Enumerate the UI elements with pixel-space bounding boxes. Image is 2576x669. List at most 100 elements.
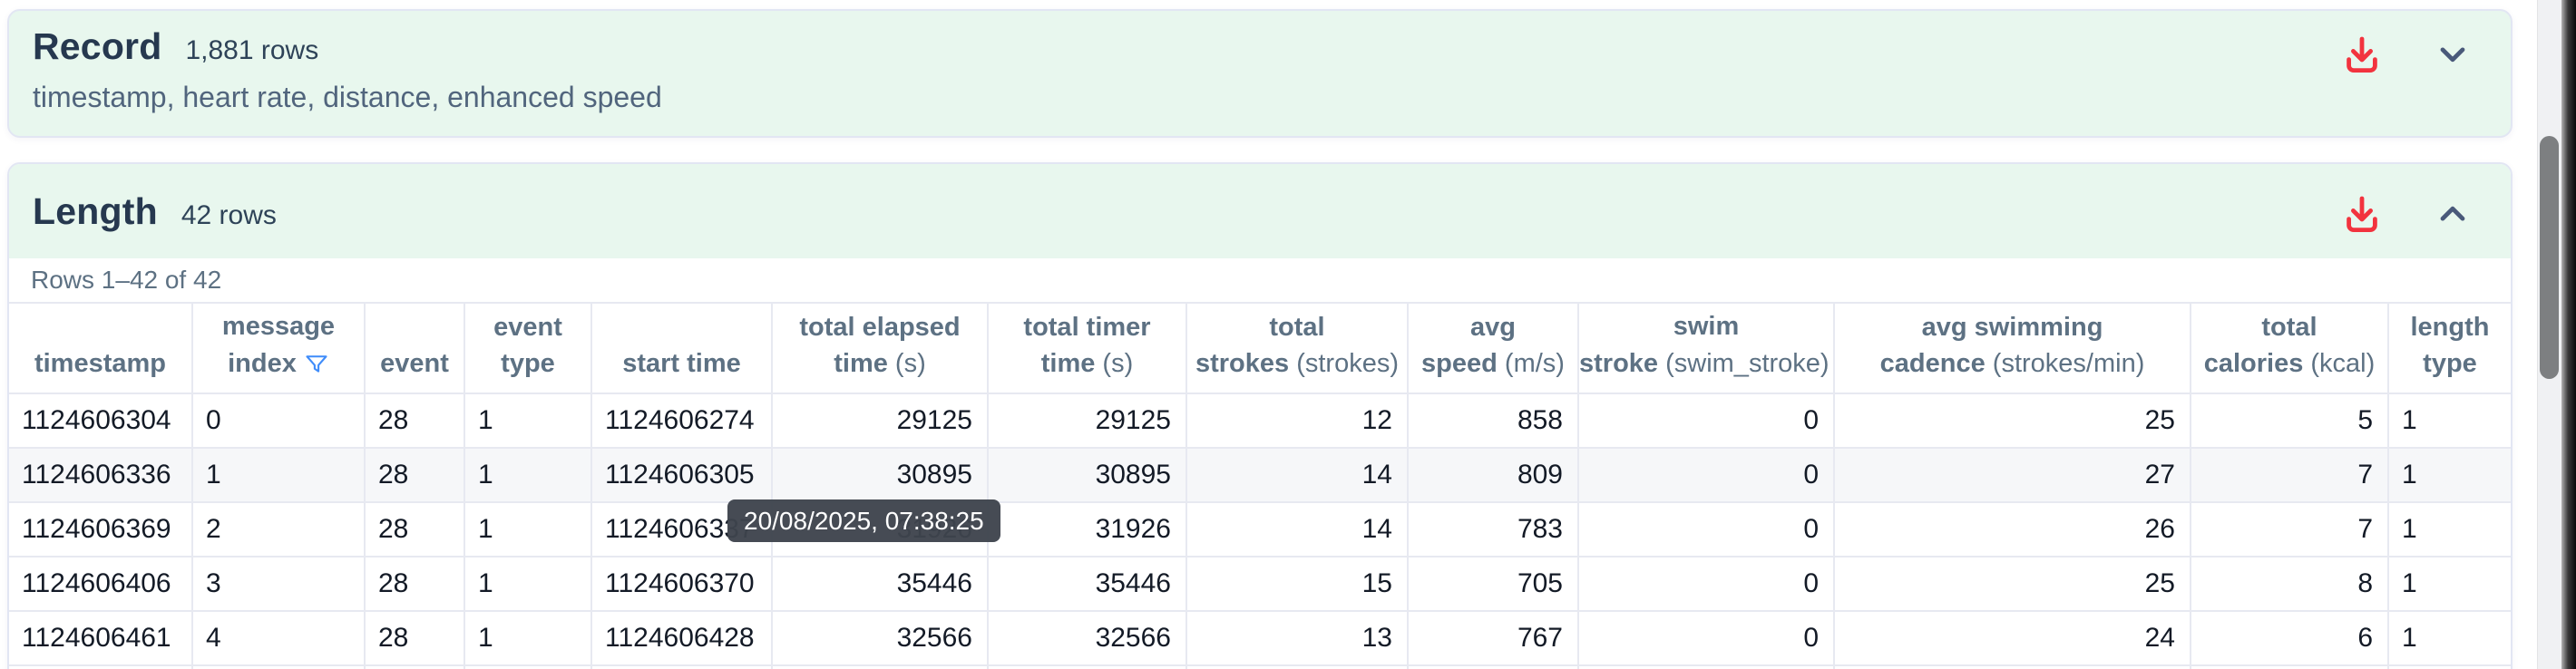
cell-event-type[interactable]: 1 xyxy=(464,557,592,612)
cell-avg-swimming-cadence[interactable]: 26 xyxy=(1834,502,2191,558)
cell-swim-stroke[interactable]: 0 xyxy=(1578,502,1835,558)
cell-total-timer-time[interactable]: 30895 xyxy=(988,448,1187,503)
cell-total-calories[interactable]: 7 xyxy=(2191,448,2389,503)
cell-start-time[interactable]: 1124606428 xyxy=(591,611,773,666)
cell-avg-speed[interactable]: 783 xyxy=(1408,502,1579,558)
column-header-avg-speed[interactable]: avg speed (m/s) xyxy=(1408,304,1579,394)
download-button[interactable] xyxy=(2340,33,2384,76)
length-section-header[interactable]: Length 42 rows xyxy=(9,164,2511,258)
cell-event[interactable]: 28 xyxy=(365,448,465,503)
cell-avg-speed[interactable]: 705 xyxy=(1408,557,1579,612)
cell-swim-stroke[interactable]: 0 xyxy=(1578,611,1835,666)
table-row[interactable]: 1124606336 1 28 1 1124606305 30895 30895 14 809 0… xyxy=(9,448,2511,503)
column-header-avg-swimming-cadence[interactable]: avg swimming cadence (strokes/min) xyxy=(1834,304,2191,394)
cell-length-type[interactable]: 1 xyxy=(2388,393,2511,449)
column-header-total-timer-time[interactable]: total timer time (s) xyxy=(988,304,1187,394)
cell-start-time[interactable]: 1124606305 xyxy=(591,448,773,503)
cell-empty xyxy=(1186,665,1409,669)
cell-avg-swimming-cadence[interactable]: 25 xyxy=(1834,393,2191,449)
cell-total-strokes[interactable]: 13 xyxy=(1186,611,1409,666)
column-header-event[interactable]: event xyxy=(365,304,465,394)
table-row[interactable]: 1124606406 3 28 1 1124606370 35446 35446 15 705 0… xyxy=(9,557,2511,612)
cell-empty xyxy=(365,665,465,669)
table-row-partial xyxy=(9,665,2511,669)
table-row[interactable]: 1124606304 0 28 1 1124606274 29125 29125 12 858 0… xyxy=(9,393,2511,449)
cell-timestamp[interactable]: 1124606369 xyxy=(9,502,193,558)
cell-total-timer-time[interactable]: 35446 xyxy=(988,557,1187,612)
cell-avg-swimming-cadence[interactable]: 24 xyxy=(1834,611,2191,666)
cell-swim-stroke[interactable]: 0 xyxy=(1578,393,1835,449)
cell-length-type[interactable]: 1 xyxy=(2388,448,2511,503)
cell-total-strokes[interactable]: 15 xyxy=(1186,557,1409,612)
cell-empty xyxy=(1408,665,1579,669)
cell-start-time[interactable]: 1124606370 xyxy=(591,557,773,612)
cell-total-calories[interactable]: 6 xyxy=(2191,611,2389,666)
cell-length-type[interactable]: 1 xyxy=(2388,502,2511,558)
cell-swim-stroke[interactable]: 0 xyxy=(1578,448,1835,503)
scrollbar-thumb[interactable] xyxy=(2540,136,2559,379)
column-header-total-calories[interactable]: total calories (kcal) xyxy=(2191,304,2389,394)
filter-funnel-icon[interactable] xyxy=(304,351,329,378)
cell-swim-stroke[interactable]: 0 xyxy=(1578,557,1835,612)
cell-message-index[interactable]: 4 xyxy=(192,611,366,666)
cell-event-type[interactable]: 1 xyxy=(464,448,592,503)
cell-avg-speed[interactable]: 858 xyxy=(1408,393,1579,449)
column-header-total-elapsed-time[interactable]: total elapsed time (s) xyxy=(772,304,989,394)
cell-empty xyxy=(988,665,1187,669)
cell-avg-speed[interactable]: 809 xyxy=(1408,448,1579,503)
cell-timestamp[interactable]: 1124606304 xyxy=(9,393,193,449)
record-section-header[interactable]: Record 1,881 rows timestamp, heart rate,… xyxy=(9,11,2511,136)
cell-event[interactable]: 28 xyxy=(365,611,465,666)
column-header-timestamp[interactable]: timestamp xyxy=(9,304,193,394)
cell-total-timer-time[interactable]: 31926 xyxy=(988,502,1187,558)
section-title: Record xyxy=(33,25,162,67)
cell-timestamp[interactable]: 1124606406 xyxy=(9,557,193,612)
cell-total-elapsed-time[interactable]: 29125 xyxy=(772,393,989,449)
table-row[interactable]: 1124606369228111246063373192631926147830… xyxy=(9,502,2511,558)
cell-event[interactable]: 28 xyxy=(365,557,465,612)
cell-total-strokes[interactable]: 12 xyxy=(1186,393,1409,449)
cell-total-timer-time[interactable]: 32566 xyxy=(988,611,1187,666)
column-header-total-strokes[interactable]: total strokes (strokes) xyxy=(1186,304,1409,394)
cell-total-timer-time[interactable]: 29125 xyxy=(988,393,1187,449)
column-header-swim-stroke[interactable]: swim stroke (swim_stroke) xyxy=(1578,304,1835,394)
cell-total-calories[interactable]: 5 xyxy=(2191,393,2389,449)
cell-message-index[interactable]: 0 xyxy=(192,393,366,449)
cell-total-elapsed-time[interactable]: 30895 xyxy=(772,448,989,503)
cell-event[interactable]: 28 xyxy=(365,393,465,449)
cell-message-index[interactable]: 1 xyxy=(192,448,366,503)
column-header-event-type[interactable]: event type xyxy=(464,304,592,394)
column-header-message-index[interactable]: message index xyxy=(192,304,366,394)
expand-section-button[interactable] xyxy=(2433,34,2473,74)
table-header: timestamp message index event event type start… xyxy=(9,304,2511,394)
cell-total-elapsed-time[interactable]: 35446 xyxy=(772,557,989,612)
cell-total-strokes[interactable]: 14 xyxy=(1186,502,1409,558)
cell-total-strokes[interactable]: 14 xyxy=(1186,448,1409,503)
cell-empty xyxy=(464,665,592,669)
cell-event-type[interactable]: 1 xyxy=(464,393,592,449)
cell-length-type[interactable]: 1 xyxy=(2388,611,2511,666)
cell-message-index[interactable]: 2 xyxy=(192,502,366,558)
cell-start-time[interactable]: 1124606274 xyxy=(591,393,773,449)
cell-avg-swimming-cadence[interactable]: 27 xyxy=(1834,448,2191,503)
cell-total-calories[interactable]: 7 xyxy=(2191,502,2389,558)
collapse-section-button[interactable] xyxy=(2433,194,2473,234)
table-row[interactable]: 1124606461 4 28 1 1124606428 32566 32566 13 767 0… xyxy=(9,611,2511,666)
cell-empty xyxy=(2388,665,2511,669)
cell-event-type[interactable]: 1 xyxy=(464,611,592,666)
length-table: timestamp message index event event type start… xyxy=(9,304,2511,669)
cell-total-elapsed-time[interactable]: 32566 xyxy=(772,611,989,666)
cell-message-index[interactable]: 3 xyxy=(192,557,366,612)
column-header-length-type[interactable]: length type xyxy=(2388,304,2511,394)
column-header-start-time[interactable]: start time xyxy=(591,304,773,394)
cell-timestamp[interactable]: 1124606336 xyxy=(9,448,193,503)
cell-avg-swimming-cadence[interactable]: 25 xyxy=(1834,557,2191,612)
cell-timestamp[interactable]: 1124606461 xyxy=(9,611,193,666)
download-button[interactable] xyxy=(2340,192,2384,236)
record-title-row: Record 1,881 rows xyxy=(33,25,2511,68)
cell-total-calories[interactable]: 8 xyxy=(2191,557,2389,612)
cell-event[interactable]: 28 xyxy=(365,502,465,558)
cell-length-type[interactable]: 1 xyxy=(2388,557,2511,612)
cell-event-type[interactable]: 1 xyxy=(464,502,592,558)
cell-avg-speed[interactable]: 767 xyxy=(1408,611,1579,666)
